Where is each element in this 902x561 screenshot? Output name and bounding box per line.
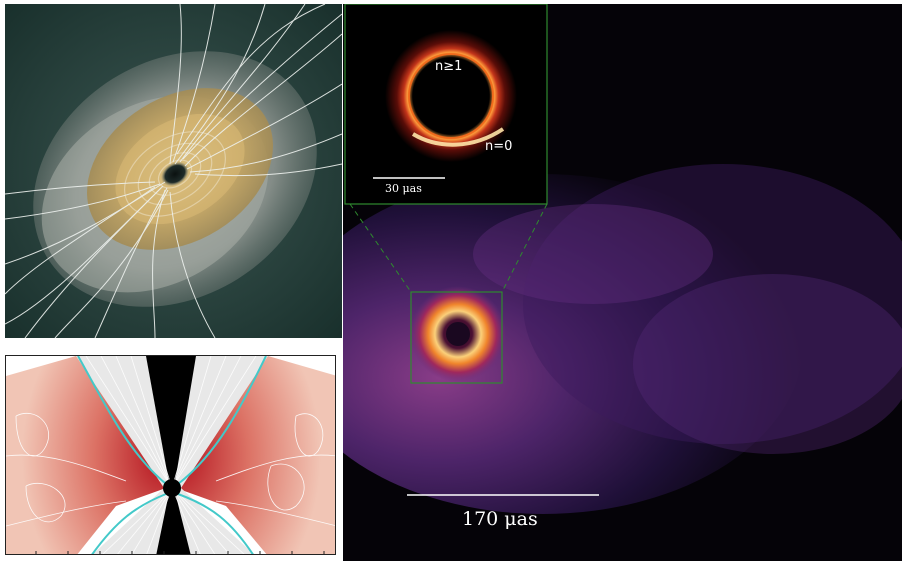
inset-scale-label: 30 μas [385,182,422,195]
zoom-box [410,291,503,384]
black-hole-disk [163,479,181,497]
black-hole [161,161,189,187]
magnetic-field-lines [5,4,342,338]
gmhd-render-graphic [5,4,342,338]
main-scale-label: 170 μas [462,508,538,530]
label-direct-image: n=0 [485,139,512,154]
gmhd-render-panel [5,4,342,338]
inset-ring [385,30,517,162]
inset: n≥1 n=0 30 μas [344,4,548,205]
slice-field-lines [6,356,335,554]
field-slice-graphic [6,356,335,554]
label-photon-ring: n≥1 [435,59,462,74]
field-slice-panel [5,355,336,555]
synthetic-image-panel: n≥1 n=0 30 μas 170 μas [343,4,902,561]
funnel-boundary [77,356,267,554]
synthetic-image-graphic: n≥1 n=0 30 μas 170 μas [343,4,902,561]
